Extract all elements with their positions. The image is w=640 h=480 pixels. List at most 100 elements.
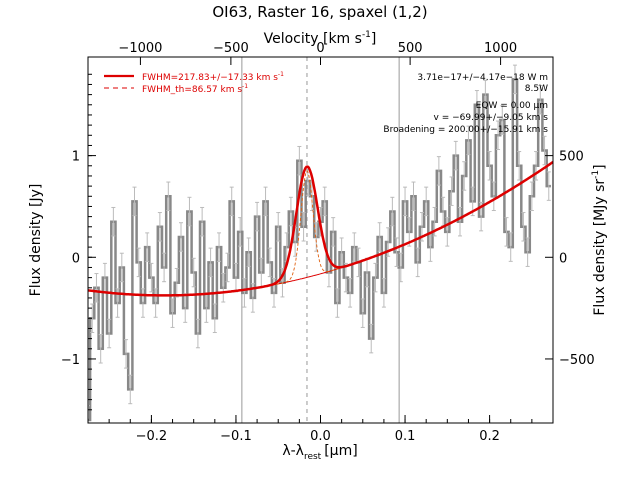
x-tick-label: −0.1: [220, 429, 252, 444]
data-point: [157, 212, 162, 242]
data-point: [377, 222, 382, 252]
x-tick-label: 0.1: [395, 429, 416, 444]
data-point: [369, 323, 374, 354]
data-point: [179, 222, 183, 252]
data-point: [411, 181, 416, 212]
data-point: [483, 79, 488, 110]
guide-lines: [241, 57, 400, 423]
data-point: [221, 273, 226, 303]
data-point: [119, 252, 124, 283]
data-point: [301, 212, 306, 242]
data-point: [276, 212, 281, 242]
data-point: [352, 232, 357, 262]
data-point: [212, 303, 217, 334]
data-point: [94, 273, 99, 303]
data-point: [348, 278, 353, 308]
right-tick-label: 0: [559, 251, 567, 266]
data-point: [153, 288, 158, 318]
data-point: [474, 90, 479, 120]
data-point: [132, 186, 137, 217]
data-point: [415, 247, 420, 278]
data-point: [504, 217, 509, 247]
x-axis-label-main: λ-λ: [282, 443, 304, 459]
data-point: [174, 267, 179, 298]
y-axis-label-right: Flux density [MJy sr-1]: [591, 164, 608, 315]
data-point: [107, 318, 112, 349]
data-point: [381, 278, 386, 308]
right-tick-label: −500: [559, 353, 595, 368]
top-axis-label-sup: -1: [362, 30, 371, 40]
data-point: [98, 334, 103, 364]
top-tick-label: −1000: [118, 41, 162, 56]
y-axis-label-left: Flux density [Jy]: [28, 184, 44, 297]
legend-label-fwhm-sup: -1: [278, 71, 284, 78]
annotation-broadening: Broadening = 200.00+/−15.91 km s: [383, 125, 548, 135]
data-point: [538, 84, 543, 115]
data-point: [458, 206, 462, 237]
data-point: [500, 105, 505, 135]
right-tick-label: 500: [559, 150, 584, 165]
legend-label-fwhm-th: FWHM_th=86.57 km s-1: [142, 83, 248, 95]
legend: FWHM=217.83+/−17.33 km s-1 FWHM_th=86.57…: [104, 71, 284, 95]
annotation-eqw: EQW = 0.00 μm: [476, 101, 548, 111]
legend-label-fwhm: FWHM=217.83+/−17.33 km s-1: [142, 71, 284, 83]
data-point: [149, 262, 154, 293]
top-tick-label: −500: [213, 41, 249, 56]
data-point: [255, 201, 260, 232]
y-tick-label: 1: [72, 150, 80, 165]
annotation-velocity: v = −69.99+/−9.05 km s: [434, 113, 549, 123]
top-tick-label: 1000: [484, 41, 517, 56]
data-point: [508, 232, 513, 262]
data-point: [394, 237, 399, 267]
data-point: [373, 262, 378, 293]
data-point: [170, 298, 175, 328]
data-point: [162, 252, 167, 283]
data-point: [424, 186, 429, 217]
data-point: [542, 135, 547, 166]
data-point: [453, 140, 458, 171]
data-point: [145, 232, 150, 262]
y-tick-label: 0: [72, 251, 80, 266]
data-point: [111, 206, 116, 237]
top-axis-label-close: ]: [371, 31, 376, 47]
data-point: [288, 196, 293, 227]
top-axis-label: Velocity [km s-1]: [264, 30, 377, 47]
data-point: [546, 171, 551, 201]
top-tick-label: 0: [316, 41, 324, 56]
data-point: [191, 257, 196, 288]
data-point: [238, 217, 243, 247]
data-point: [242, 278, 247, 308]
annotation-flux: 3.71e−17+/−4.17e−18 W m: [417, 73, 548, 83]
data-point: [487, 151, 492, 181]
data-point: [267, 247, 272, 278]
data-point: [496, 120, 501, 151]
plot-area: [88, 64, 553, 423]
data-point: [390, 196, 395, 227]
data-point: [225, 252, 230, 283]
data-point: [517, 151, 522, 181]
fit-annotations: 3.71e−17+/−4.17e−18 W m 8.5W EQW = 0.00 …: [383, 73, 548, 135]
data-point: [403, 186, 408, 217]
x-axis-label-unit: [μm]: [324, 443, 357, 459]
data-point: [297, 145, 302, 176]
data-point: [195, 318, 200, 349]
total-fit-line: [88, 160, 553, 297]
x-tick-label: 0.0: [310, 429, 331, 444]
y-tick-label: −1: [61, 353, 80, 368]
x-axis-label: λ-λrest [μm]: [282, 443, 357, 462]
data-point: [491, 181, 496, 212]
y-axis-label-right-close: ]: [592, 164, 608, 169]
data-point: [343, 262, 348, 293]
data-point: [335, 288, 340, 318]
legend-label-fwhm-th-sup: -1: [242, 83, 248, 90]
top-tick-label: 500: [398, 41, 423, 56]
data-point: [512, 64, 517, 95]
annotation-flux-cont: 8.5W: [525, 84, 548, 94]
data-point: [331, 217, 336, 247]
data-point: [449, 176, 454, 206]
legend-label-fwhm-th-text: FWHM_th=86.57 km s: [142, 85, 242, 95]
legend-label-fwhm-text: FWHM=217.83+/−17.33 km s: [142, 73, 278, 83]
y-axis-label-right-main: Flux density [MJy sr: [592, 179, 608, 316]
data-point: [263, 186, 268, 217]
